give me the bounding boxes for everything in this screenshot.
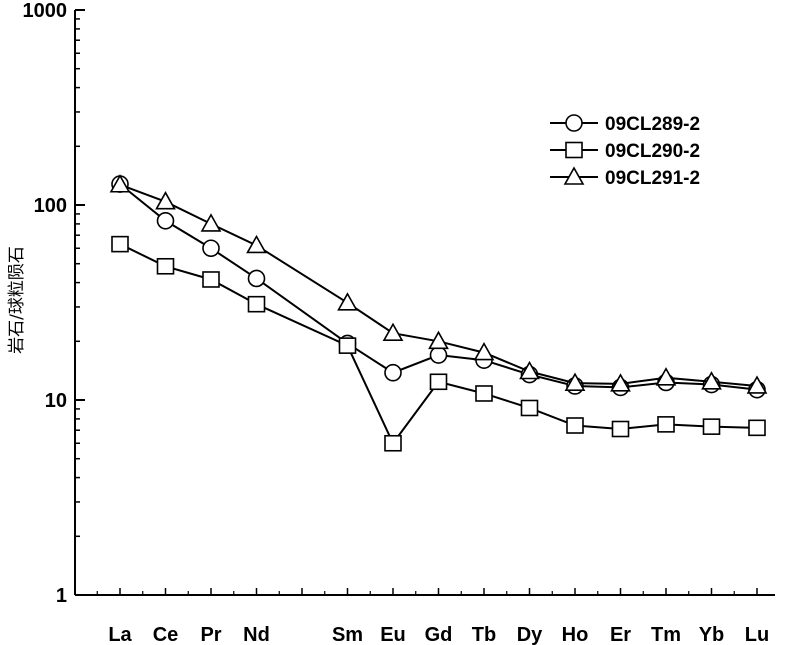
x-tick-label: La [108,624,132,645]
triangle-marker [428,330,449,350]
square-marker [566,417,584,434]
legend-square-marker [565,141,583,159]
x-tick-label: Eu [380,624,406,645]
square-marker [338,337,357,354]
x-tick-label: Tm [651,624,681,645]
triangle-marker [155,191,176,210]
square-marker [748,419,766,437]
y-ticks: 1 10 100 1000 [23,0,85,607]
legend-label: 09CL291-2 [605,168,700,189]
y-axis-label: 岩石/球粒陨石 [7,246,27,354]
triangle-marker [701,371,722,390]
x-tick-label: Yb [699,624,725,645]
square-marker [611,420,630,438]
legend-label: 09CL289-2 [605,114,700,135]
legend-label: 09CL290-2 [605,141,700,162]
square-marker [384,434,402,452]
square-marker [657,416,675,433]
triangle-marker [337,292,358,311]
triangle-marker [610,373,631,392]
legend-item: 09CL290-2 [550,141,700,162]
series-09CL291-2 [109,174,768,394]
square-marker [429,373,448,391]
square-marker [702,418,721,435]
triangle-marker [246,234,267,254]
series-group [109,174,768,452]
series-09CL290-2 [111,235,766,452]
triangle-marker [519,360,540,380]
triangle-marker [382,322,404,342]
x-tick-label: Ho [562,624,589,645]
square-marker [111,235,129,253]
square-marker [156,257,175,275]
x-tick-label: Lu [745,624,769,645]
y-tick-label: 100 [34,195,67,217]
y-tick-label: 10 [45,390,67,412]
axes [74,10,775,596]
square-marker [247,295,266,313]
x-tick-label: Ce [153,624,179,645]
y-tick-label: 1000 [23,0,68,22]
x-tick-label: Sm [332,624,363,645]
square-marker [202,271,220,288]
x-tick-label: Pr [200,624,221,645]
circle-marker [247,269,266,288]
square-marker [475,385,493,402]
legend-triangle-marker [563,166,585,185]
triangle-marker [655,367,677,386]
y-tick-label: 1 [56,585,67,607]
legend: 09CL289-2 09CL290-2 09CL291-2 [550,114,700,189]
legend-circle-marker [565,114,583,132]
x-tick-label: Nd [243,624,270,645]
x-tick-label: Dy [517,624,543,645]
triangle-marker [564,372,586,391]
x-tick-label: Tb [472,624,496,645]
x-ticks: La Ce Pr Nd Sm Eu Gd Tb Dy Ho Er Tm Yb Lu [96,588,769,645]
legend-item: 09CL291-2 [550,166,700,189]
x-tick-label: Gd [425,624,453,645]
triangle-marker [109,174,131,193]
x-tick-label: Er [610,624,631,645]
triangle-marker [200,213,222,232]
square-marker [520,399,539,417]
triangle-marker [746,375,768,394]
circle-marker [156,211,175,230]
circle-marker [429,346,448,364]
circle-marker [202,239,220,258]
circle-marker [384,363,402,382]
triangle-marker [473,341,495,361]
legend-item: 09CL289-2 [550,114,700,135]
